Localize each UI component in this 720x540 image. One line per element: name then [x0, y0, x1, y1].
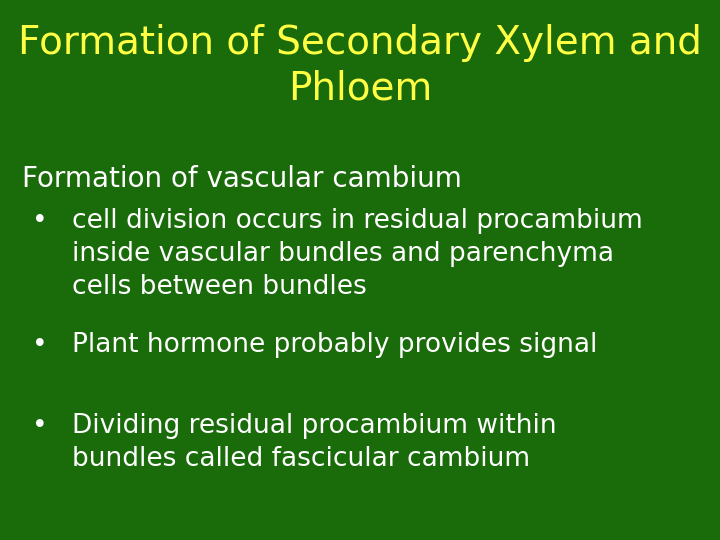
Text: Dividing residual procambium within
bundles called fascicular cambium: Dividing residual procambium within bund… — [72, 413, 557, 472]
Text: Formation of vascular cambium: Formation of vascular cambium — [22, 165, 462, 193]
Text: Plant hormone probably provides signal: Plant hormone probably provides signal — [72, 332, 598, 358]
Text: •: • — [32, 413, 48, 439]
Text: •: • — [32, 208, 48, 234]
Text: •: • — [32, 332, 48, 358]
Text: Formation of Secondary Xylem and
Phloem: Formation of Secondary Xylem and Phloem — [18, 24, 702, 108]
Text: cell division occurs in residual procambium
inside vascular bundles and parenchy: cell division occurs in residual procamb… — [72, 208, 643, 300]
